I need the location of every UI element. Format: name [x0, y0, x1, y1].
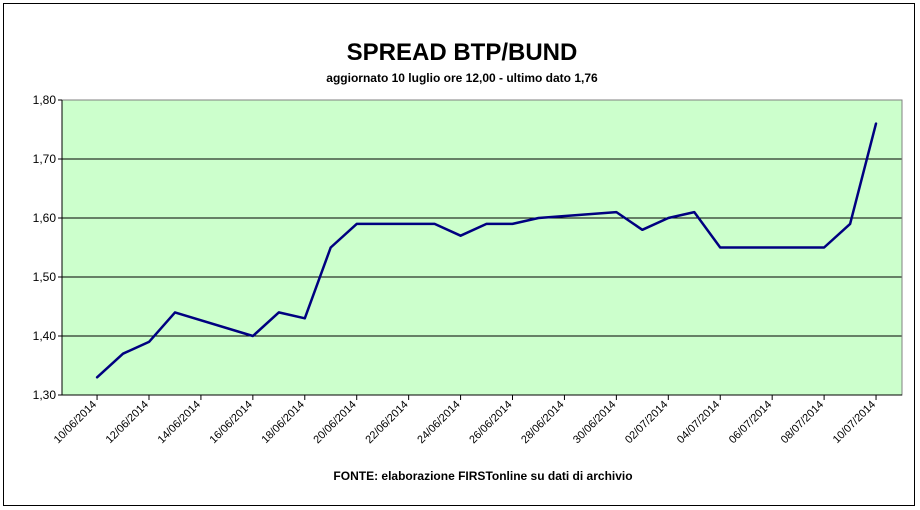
x-tick-label: 02/07/2014	[623, 399, 670, 446]
x-tick-label: 30/06/2014	[571, 399, 618, 446]
x-tick-label: 28/06/2014	[519, 399, 566, 446]
x-ticks: 10/06/2014 12/06/2014 14/06/2014 16/06/2014…	[52, 395, 878, 446]
y-ticks: 1,30 1,40 1,50 1,60 1,70 1,80	[33, 93, 62, 402]
x-tick-label: 06/07/2014	[727, 399, 774, 446]
x-tick-label: 12/06/2014	[104, 399, 151, 446]
x-tick-label: 10/07/2014	[831, 399, 878, 446]
series	[95, 122, 878, 379]
y-tick-label: 1,50	[33, 270, 57, 284]
y-tick-label: 1,40	[33, 329, 57, 343]
chart-title: SPREAD BTP/BUND	[347, 39, 578, 66]
y-tick-label: 1,60	[33, 211, 57, 225]
chart-source: FONTE: elaborazione FIRSTonline su dati …	[333, 469, 632, 483]
x-tick-label: 26/06/2014	[467, 399, 514, 446]
y-tick-label: 1,70	[33, 152, 57, 166]
x-tick-label: 20/06/2014	[311, 399, 358, 446]
x-tick-label: 08/07/2014	[779, 399, 826, 446]
series-line	[95, 122, 878, 379]
chart-subtitle: aggiornato 10 luglio ore 12,00 - ultimo …	[326, 71, 598, 85]
y-tick-label: 1,30	[33, 388, 57, 402]
x-tick-label: 22/06/2014	[363, 399, 410, 446]
x-tick-label: 24/06/2014	[415, 399, 462, 446]
y-tick-label: 1,80	[33, 93, 57, 107]
x-tick-label: 16/06/2014	[208, 399, 255, 446]
x-tick-label: 04/07/2014	[675, 399, 722, 446]
gridlines	[62, 158, 902, 337]
x-tick-label: 14/06/2014	[156, 399, 203, 446]
x-tick-label: 18/06/2014	[259, 399, 306, 446]
x-tick-label: 10/06/2014	[52, 399, 99, 446]
